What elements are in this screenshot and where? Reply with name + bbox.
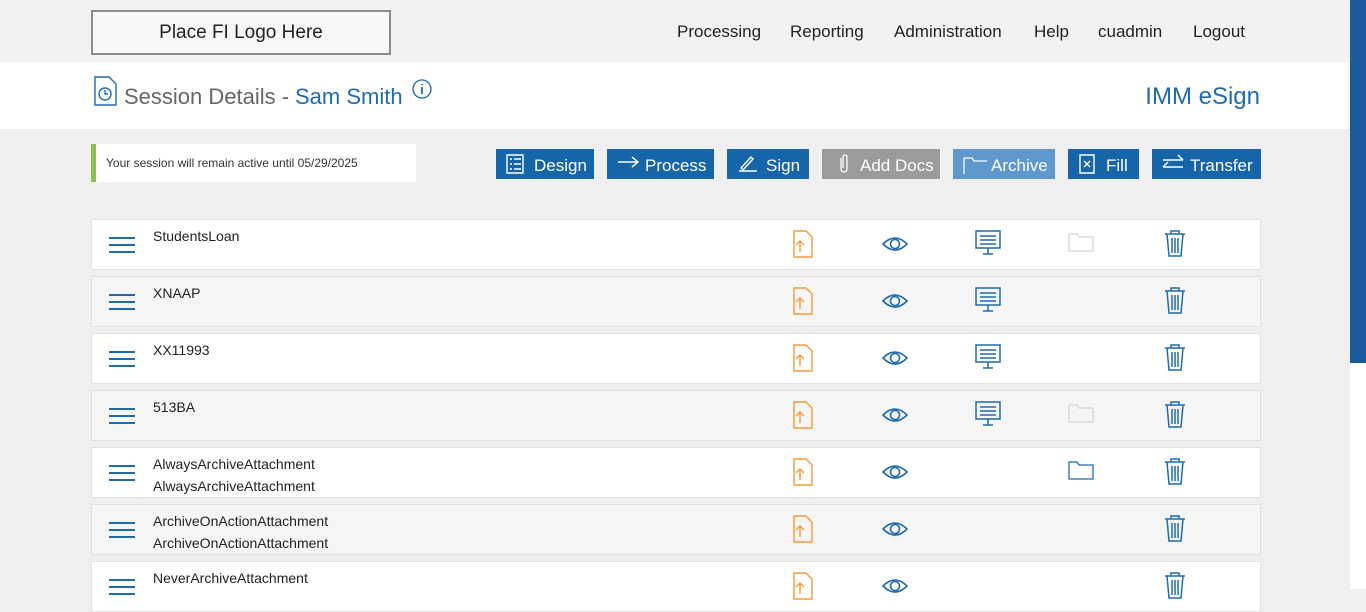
document-row: XNAAP bbox=[91, 276, 1261, 327]
trash-icon[interactable] bbox=[1163, 230, 1187, 260]
document-name: NeverArchiveAttachment bbox=[153, 570, 308, 586]
session-notice: Your session will remain active until 05… bbox=[91, 144, 416, 182]
mon-icon[interactable] bbox=[975, 344, 1002, 374]
document-row: 513BA bbox=[91, 390, 1261, 441]
trash-icon[interactable] bbox=[1163, 515, 1187, 545]
drag-handle[interactable] bbox=[108, 406, 136, 426]
up-icon[interactable] bbox=[792, 230, 820, 260]
info-icon[interactable] bbox=[412, 79, 434, 101]
document-name: StudentsLoan bbox=[153, 228, 240, 244]
eye-icon[interactable] bbox=[882, 234, 908, 264]
document-name: ArchiveOnActionAttachment bbox=[153, 513, 329, 529]
document-row: XX11993 bbox=[91, 333, 1261, 384]
button-label: Archive bbox=[991, 156, 1048, 175]
title-band bbox=[0, 62, 1350, 129]
up-icon[interactable] bbox=[792, 344, 820, 374]
mon-icon[interactable] bbox=[975, 287, 1002, 317]
client-name: Sam Smith bbox=[295, 84, 403, 109]
sign-button[interactable]: Sign bbox=[727, 149, 809, 179]
button-label: Sign bbox=[766, 156, 801, 175]
button-label: Add Docs bbox=[860, 156, 934, 175]
drag-handle[interactable] bbox=[108, 577, 136, 597]
button-label: Process bbox=[645, 156, 707, 175]
drag-handle[interactable] bbox=[108, 292, 136, 312]
eye-icon[interactable] bbox=[882, 519, 908, 549]
button-label: Design bbox=[534, 156, 587, 175]
nav-link[interactable]: cuadmin bbox=[1098, 22, 1163, 41]
up-icon[interactable] bbox=[792, 515, 820, 545]
icon bbox=[1162, 154, 1184, 168]
document-name: 513BA bbox=[153, 399, 196, 415]
document-name: XNAAP bbox=[153, 285, 201, 301]
icon bbox=[618, 156, 640, 168]
up-icon[interactable] bbox=[792, 572, 820, 602]
icon bbox=[1079, 154, 1095, 174]
document-row: NeverArchiveAttachment bbox=[91, 561, 1261, 612]
top-bar: Place FI Logo Here Processing Reporting … bbox=[0, 0, 1350, 62]
archive-button[interactable]: Archive bbox=[953, 149, 1055, 179]
icon bbox=[963, 157, 987, 174]
trash-icon[interactable] bbox=[1163, 344, 1187, 374]
fold-icon[interactable] bbox=[1068, 230, 1094, 260]
add-docs-button[interactable]: Add Docs bbox=[822, 149, 940, 179]
logo[interactable]: Place FI Logo Here bbox=[91, 10, 391, 55]
nav-link[interactable]: Reporting bbox=[790, 22, 864, 41]
document-row: AlwaysArchiveAttachment AlwaysArchiveAtta… bbox=[91, 447, 1261, 498]
history-icon bbox=[94, 76, 117, 106]
scrollbar-track bbox=[1350, 363, 1366, 589]
drag-handle[interactable] bbox=[108, 463, 136, 483]
fold-icon[interactable] bbox=[1068, 401, 1094, 431]
scrollbar[interactable] bbox=[1350, 0, 1366, 363]
drag-handle[interactable] bbox=[108, 349, 136, 369]
eye-icon[interactable] bbox=[882, 291, 908, 321]
trash-icon[interactable] bbox=[1163, 287, 1187, 317]
trash-icon[interactable] bbox=[1163, 458, 1187, 488]
button-label: Fill bbox=[1106, 156, 1128, 175]
nav-link[interactable]: Logout bbox=[1193, 22, 1245, 41]
transfer-button[interactable]: Transfer bbox=[1152, 149, 1261, 179]
up-icon[interactable] bbox=[792, 287, 820, 317]
up-icon[interactable] bbox=[792, 401, 820, 431]
document-row: ArchiveOnActionAttachment ArchiveOnAction… bbox=[91, 504, 1261, 555]
icon bbox=[506, 154, 524, 174]
icon bbox=[840, 154, 848, 173]
page-title: Session Details - bbox=[124, 84, 290, 109]
document-row: StudentsLoan bbox=[91, 219, 1261, 270]
eye-icon[interactable] bbox=[882, 405, 908, 435]
eye-icon[interactable] bbox=[882, 462, 908, 492]
document-name: ArchiveOnActionAttachment bbox=[153, 535, 329, 551]
document-name: XX11993 bbox=[153, 342, 210, 358]
fill-button[interactable]: Fill bbox=[1068, 149, 1139, 179]
mon-icon[interactable] bbox=[975, 230, 1002, 260]
process-button[interactable]: Process bbox=[607, 149, 714, 179]
drag-handle[interactable] bbox=[108, 520, 136, 540]
icon bbox=[739, 155, 757, 172]
nav-link[interactable]: Help bbox=[1034, 22, 1069, 41]
trash-icon[interactable] bbox=[1163, 401, 1187, 431]
product-name: IMM eSign bbox=[1145, 83, 1260, 110]
nav-link[interactable]: Administration bbox=[894, 22, 1002, 41]
design-button[interactable]: Design bbox=[496, 149, 594, 179]
mon-icon[interactable] bbox=[975, 401, 1002, 431]
eye-icon[interactable] bbox=[882, 576, 908, 606]
fold-icon[interactable] bbox=[1068, 458, 1094, 488]
up-icon[interactable] bbox=[792, 458, 820, 488]
eye-icon[interactable] bbox=[882, 348, 908, 378]
nav-link[interactable]: Processing bbox=[677, 22, 762, 41]
document-name: AlwaysArchiveAttachment bbox=[153, 478, 315, 494]
drag-handle[interactable] bbox=[108, 235, 136, 255]
button-label: Transfer bbox=[1190, 156, 1253, 175]
document-name: AlwaysArchiveAttachment bbox=[153, 456, 315, 472]
trash-icon[interactable] bbox=[1163, 572, 1187, 602]
